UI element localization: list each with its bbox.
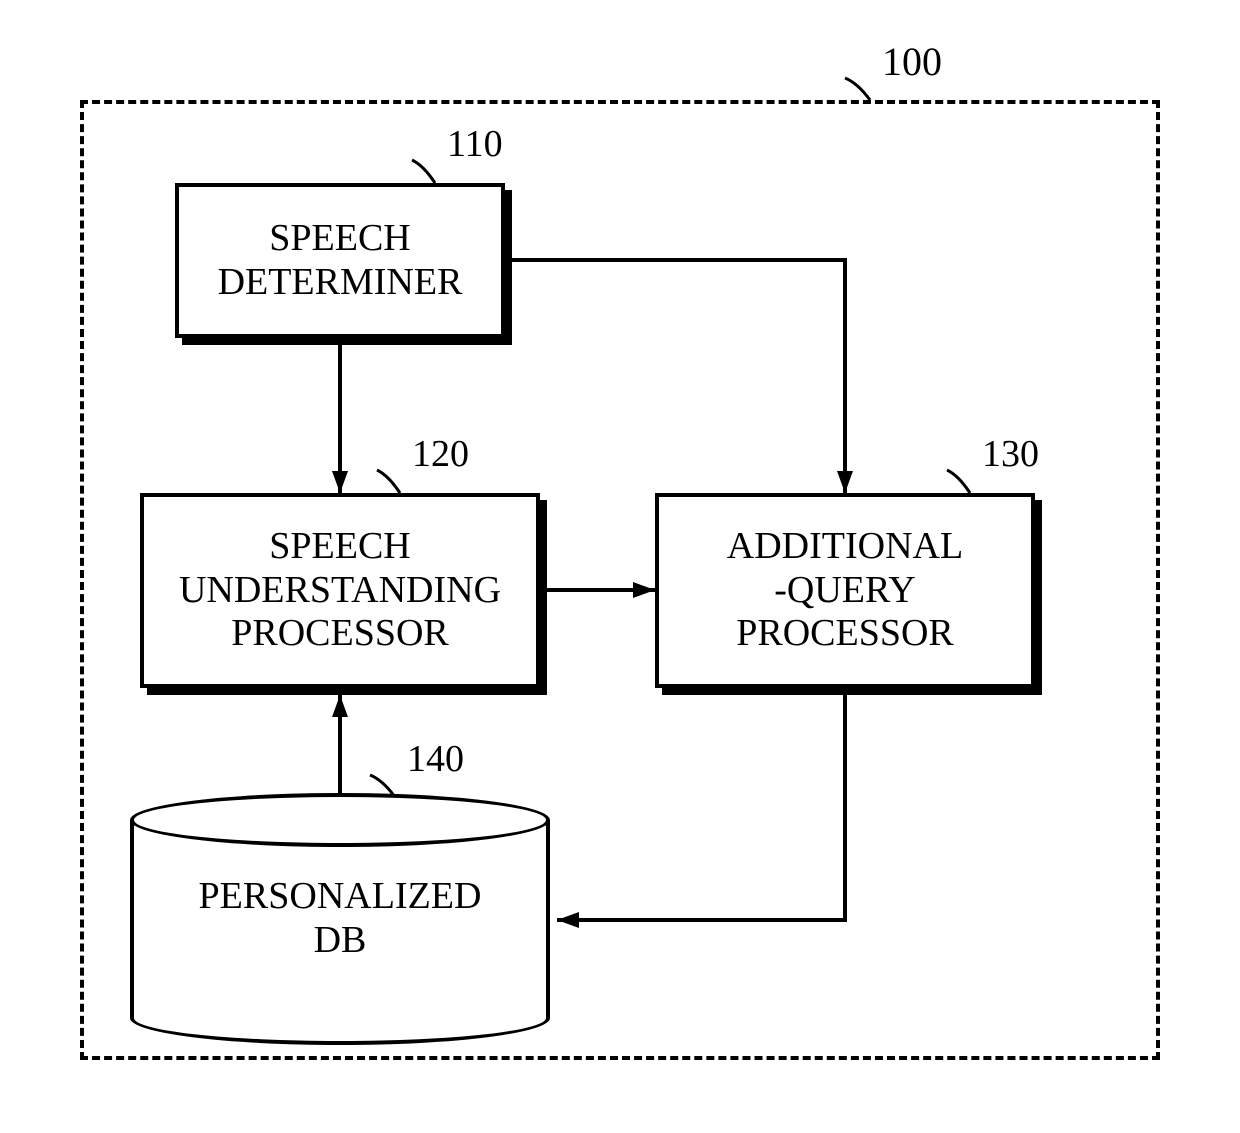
db-label: PERSONALIZED DB [199,875,482,962]
db-body: PERSONALIZED DB [130,820,550,1018]
db-mask [134,991,546,1018]
personalized-db-cylinder: PERSONALIZED DB [130,793,550,1045]
db-top-ellipse [130,793,550,847]
speech_understanding-ref-label: 120 [412,432,469,476]
additional_query-box: ADDITIONAL -QUERY PROCESSOR [655,493,1035,688]
additional_query-ref-label: 130 [982,432,1039,476]
speech_determiner-ref-label: 110 [447,122,503,166]
speech_understanding-box: SPEECH UNDERSTANDING PROCESSOR [140,493,540,688]
additional_query-label: ADDITIONAL -QUERY PROCESSOR [727,525,963,656]
tick-100 [845,78,870,100]
speech_determiner-label: SPEECH DETERMINER [218,217,463,304]
speech_determiner-box: SPEECH DETERMINER [175,183,505,338]
speech_understanding-label: SPEECH UNDERSTANDING PROCESSOR [179,525,501,656]
container-ref-label: 100 [882,38,942,85]
db-ref-label: 140 [407,737,464,781]
